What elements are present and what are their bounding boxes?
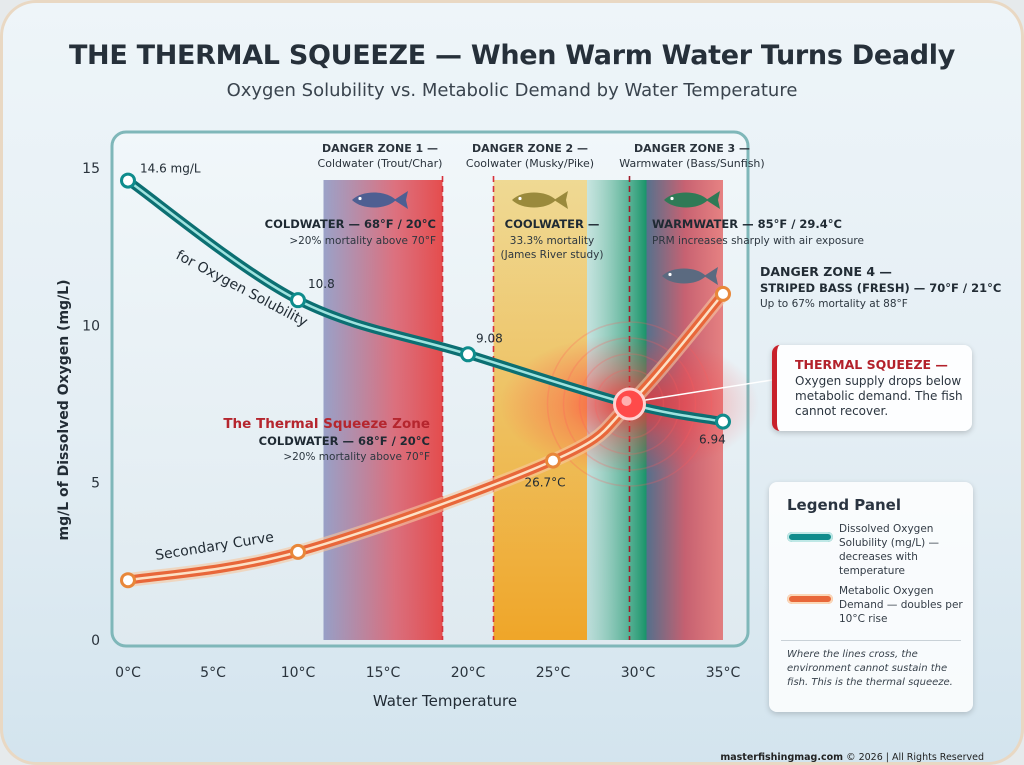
thermal-squeeze-callout: THERMAL SQUEEZE — Oxygen supply drops be… xyxy=(772,345,972,431)
striped-bass-icon-eye xyxy=(668,272,672,277)
squeeze-zone-title: The Thermal Squeeze Zone xyxy=(223,416,430,432)
x-tick-label: 0°C xyxy=(115,665,141,681)
squeeze-zone-line-1: COLDWATER — 68°F / 20°C xyxy=(259,434,430,448)
x-tick-label: 15°C xyxy=(366,665,401,681)
demand-legend-swatch xyxy=(787,594,833,604)
zone-2-detail-text: 33.3% mortality xyxy=(510,235,594,247)
x-tick-label: 10°C xyxy=(281,665,316,681)
zone-3-detail-text: PRM increases sharply with air exposure xyxy=(652,235,864,247)
bass-icon-body xyxy=(664,192,708,208)
legend-panel: Legend Panel Dissolved Oxygen Solubility… xyxy=(769,482,973,712)
zone-3-subheading: Warmwater (Bass/Sunfish) xyxy=(619,157,764,170)
oxygen-point-label: 10.8 xyxy=(308,277,335,291)
zone-4-title: STRIPED BASS (FRESH) — 70°F / 21°C xyxy=(760,281,1001,295)
striped-bass-icon-body xyxy=(662,268,706,284)
trout-icon-tail xyxy=(394,191,408,209)
zone-4-text: Up to 67% mortality at 88°F xyxy=(760,298,908,310)
legend-label-oxygen: Dissolved Oxygen Solubility (mg/L) — dec… xyxy=(839,523,940,577)
trout-icon xyxy=(352,191,408,209)
oxygen-point-label: 9.08 xyxy=(476,331,503,345)
demand-point xyxy=(120,572,136,589)
zone-1-heading: DANGER ZONE 1 — xyxy=(322,142,438,155)
callout-leader-line xyxy=(645,379,773,401)
trout-icon-body xyxy=(352,192,396,208)
oxygen-point-label: 6.94 xyxy=(699,433,726,447)
zone-2-detail-text-2: (James River study) xyxy=(501,249,604,261)
y-tick-label: 10 xyxy=(82,318,100,334)
squeeze-ring xyxy=(578,353,681,455)
oxygen-point-label: 14.6 mg/L xyxy=(140,162,201,176)
legend-title: Legend Panel xyxy=(787,496,901,514)
y-tick-label: 15 xyxy=(82,161,100,177)
zone-1-detail-title: COLDWATER — 68°F / 20°C xyxy=(265,217,436,231)
demand-point xyxy=(545,452,561,469)
oxygen-point xyxy=(290,292,306,309)
danger-zone-band-1 xyxy=(323,180,443,640)
oxygen-point xyxy=(715,413,731,430)
pike-icon-eye xyxy=(518,196,522,201)
legend-note: Where the lines cross, the environment c… xyxy=(787,649,953,688)
legend-divider xyxy=(781,640,961,641)
zone-3-detail-title: WARMWATER — 85°F / 29.4°C xyxy=(652,217,842,231)
striped-bass-icon xyxy=(662,267,718,285)
bass-icon-tail xyxy=(706,191,720,209)
demand-point xyxy=(290,543,306,560)
callout-body: Oxygen supply drops below metabolic dema… xyxy=(795,374,963,418)
y-axis-label: mg/L of Dissolved Oxygen (mg/L) xyxy=(56,280,72,541)
demand-point xyxy=(715,285,731,302)
x-tick-label: 25°C xyxy=(536,665,571,681)
footer-site: masterfishingmag.com xyxy=(720,752,844,763)
zone-1-subheading: Coldwater (Trout/Char) xyxy=(318,157,443,170)
legend-label-demand: Metabolic Oxygen Demand — doubles per 10… xyxy=(839,585,963,625)
demand-series-highlight xyxy=(126,292,725,582)
trout-icon-eye xyxy=(358,196,362,201)
x-tick-label: 20°C xyxy=(451,665,486,681)
squeeze-zone-line-2: >20% mortality above 70°F xyxy=(283,451,430,463)
y-tick-label: 0 xyxy=(91,633,100,649)
x-tick-label: 5°C xyxy=(200,665,226,681)
page-subtitle: Oxygen Solubility vs. Metabolic Demand b… xyxy=(226,80,798,101)
zone-4-heading: DANGER ZONE 4 — xyxy=(760,264,892,279)
zone-2-subheading: Coolwater (Musky/Pike) xyxy=(466,157,594,170)
zone-1-detail-text: >20% mortality above 70°F xyxy=(289,235,436,247)
callout-title: THERMAL SQUEEZE — xyxy=(795,357,948,372)
bass-icon-eye xyxy=(670,196,674,201)
oxygen-legend-swatch xyxy=(787,532,833,542)
striped-bass-icon-tail xyxy=(704,267,718,285)
x-tick-label: 35°C xyxy=(706,665,741,681)
pike-icon-tail xyxy=(554,191,568,209)
pike-icon xyxy=(512,191,568,209)
page-title: THE THERMAL SQUEEZE — When Warm Water Tu… xyxy=(68,40,956,71)
x-tick-label: 30°C xyxy=(621,665,656,681)
footer-rights: © 2026 | All Rights Reserved xyxy=(846,752,984,763)
squeeze-ring xyxy=(594,369,665,439)
y-tick-label: 5 xyxy=(91,476,100,492)
squeeze-ring xyxy=(546,321,713,487)
oxygen-point xyxy=(120,172,136,189)
bass-icon xyxy=(664,191,720,209)
zone-3-heading: DANGER ZONE 3 — xyxy=(634,142,750,155)
zone-2-detail-title: COOLWATER — xyxy=(505,217,600,231)
x-axis-label: Water Temperature xyxy=(373,692,517,710)
crossing-marker-highlight xyxy=(621,396,632,406)
oxygen-point xyxy=(460,346,476,363)
zone-2-heading: DANGER ZONE 2 — xyxy=(472,142,588,155)
pike-icon-body xyxy=(512,192,556,208)
demand-point-label: 26.7°C xyxy=(524,476,565,490)
footer-credit: masterfishingmag.com © 2026 | All Rights… xyxy=(720,752,984,763)
squeeze-ring xyxy=(562,337,697,471)
